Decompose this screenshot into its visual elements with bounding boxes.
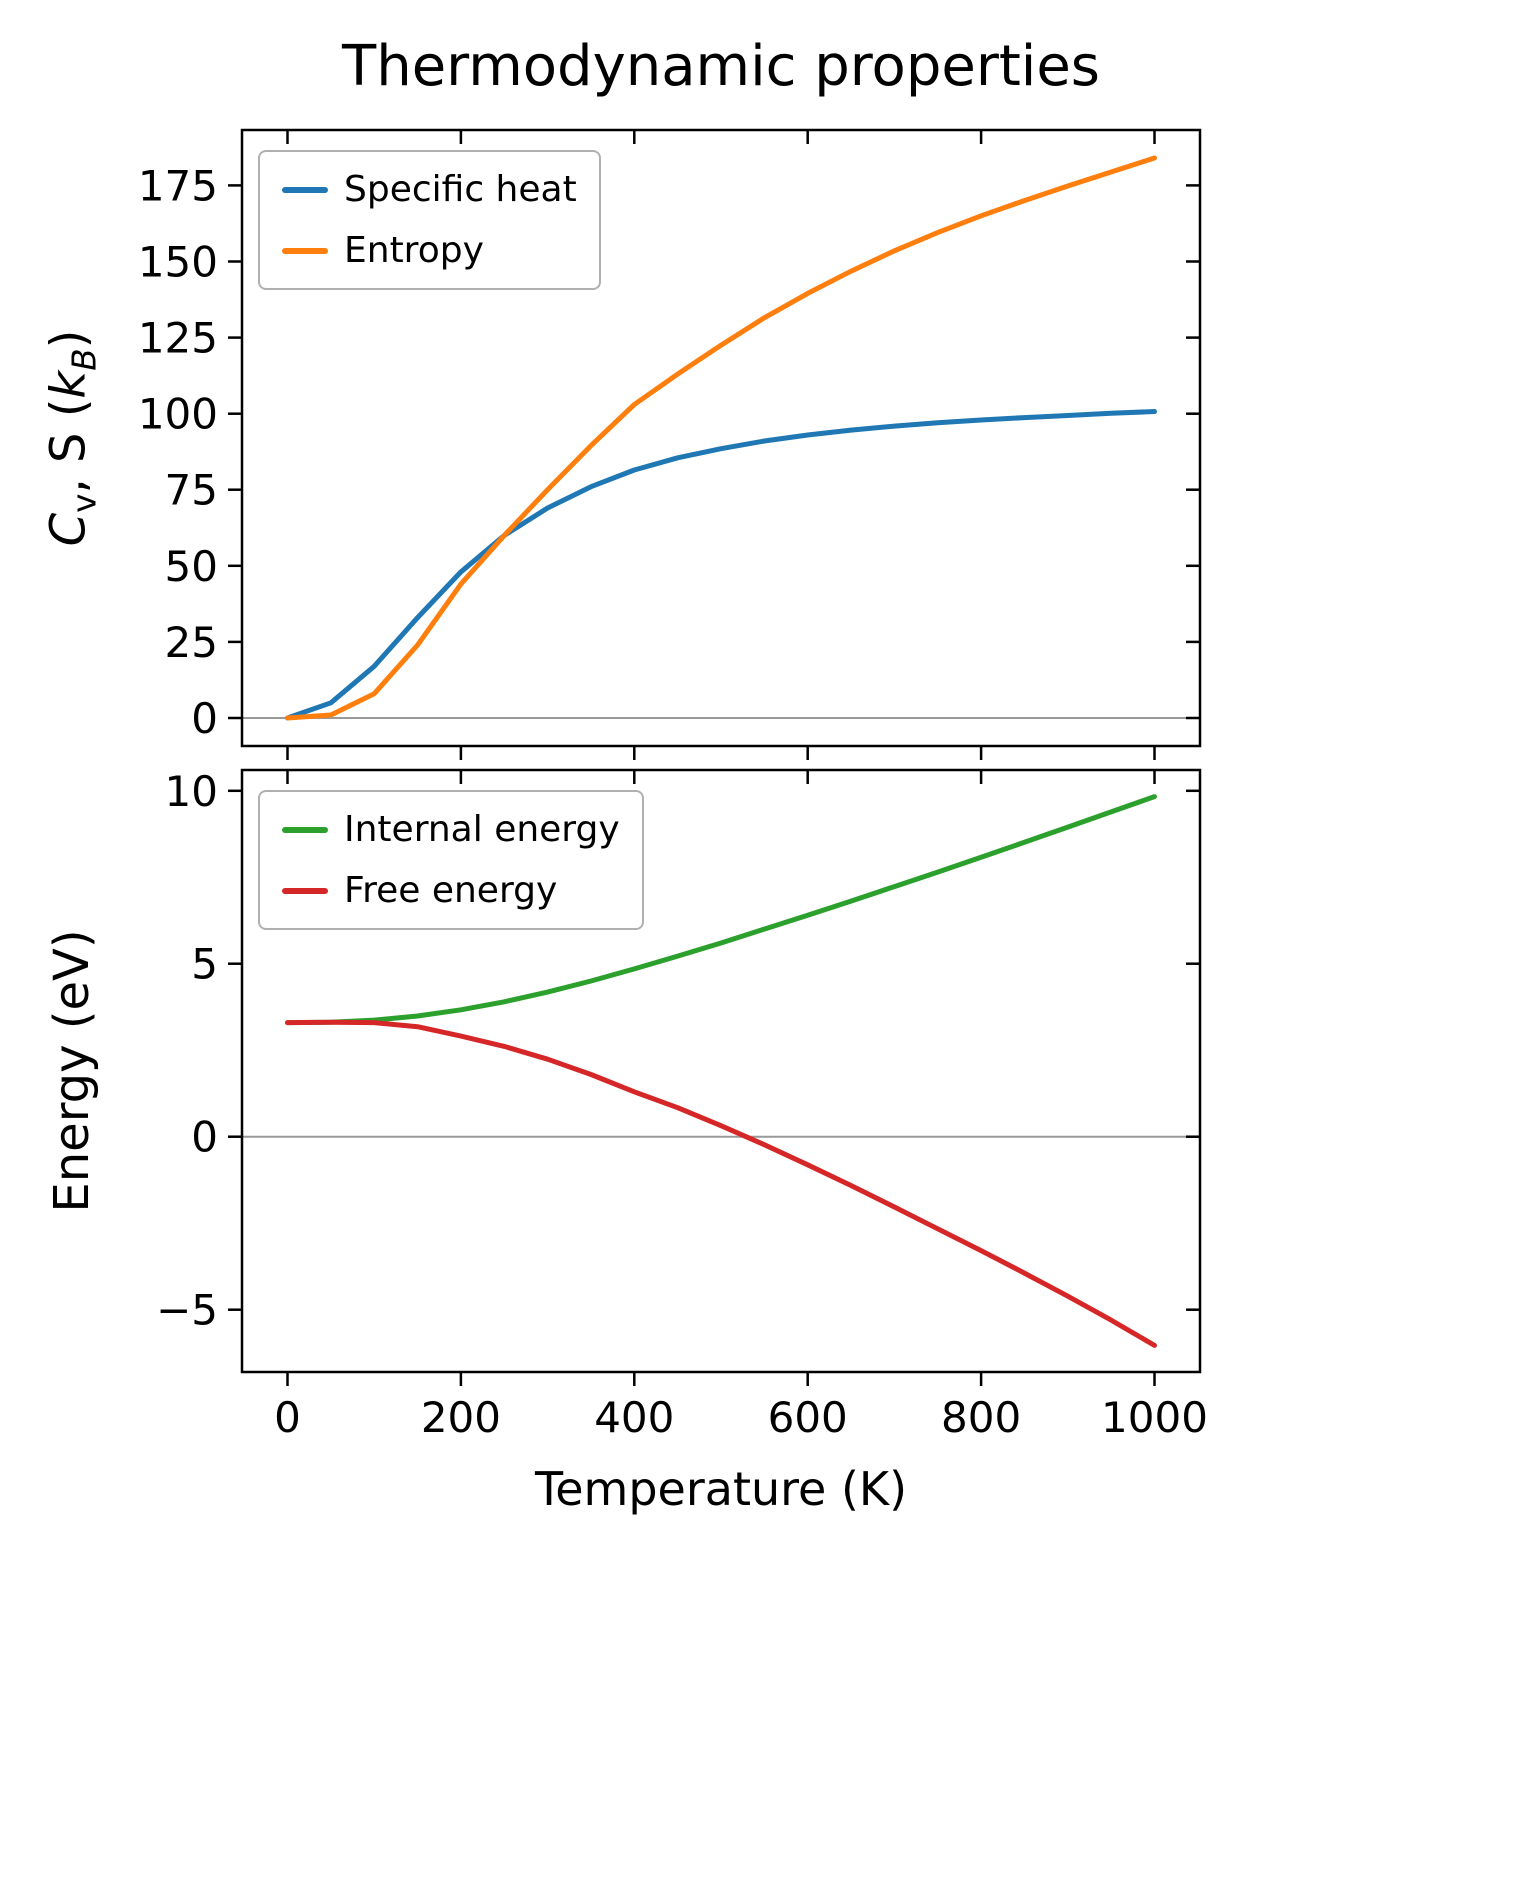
y-tick-label: 5 [191,940,218,989]
legend-item-specific-heat: Specific heat [282,167,577,212]
legend-swatch-free-energy [282,887,328,894]
legend-item-entropy: Entropy [282,228,577,273]
series-line-internal-energy [285,794,1157,1026]
x-tick-label: 0 [274,1393,301,1442]
x-tick-label: 600 [768,1393,848,1442]
x-tick-label: 400 [594,1393,674,1442]
bottom-plot-ylabel: Energy (eV) [44,929,100,1213]
y-tick-label: 25 [165,618,218,667]
y-tick-label: 10 [165,767,218,816]
legend-top-plot: Specific heat Entropy [258,150,601,290]
y-tick-label: 75 [165,466,218,515]
y-tick-label: 150 [138,238,218,287]
top-plot-ylabel: Cv, S (kB) [40,329,104,547]
x-tick-label: 800 [941,1393,1021,1442]
plot-border [240,128,1202,748]
series-line-entropy [285,155,1157,721]
y-tick-label: 0 [191,1113,218,1162]
series-line-specific-heat [285,409,1157,721]
y-tick-label: 125 [138,314,218,363]
x-tick-label: 200 [421,1393,501,1442]
y-tick-label: 0 [191,694,218,743]
legend-item-internal-energy: Internal energy [282,807,620,852]
legend-item-free-energy: Free energy [282,868,620,913]
y-tick-label: 50 [165,542,218,591]
legend-swatch-entropy [282,247,328,254]
y-tick-label: 100 [138,390,218,439]
legend-swatch-internal-energy [282,826,328,833]
x-tick-label: 1000 [1101,1393,1208,1442]
figure-title: Thermodynamic properties [342,34,1100,99]
legend-label-internal-energy: Internal energy [344,809,620,850]
plot-border [240,768,1202,1374]
legend-swatch-specific-heat [282,186,328,193]
legend-bottom-plot: Internal energy Free energy [258,790,644,930]
y-tick-label: 175 [138,161,218,210]
legend-label-free-energy: Free energy [344,870,558,911]
y-tick-label: −5 [156,1286,218,1335]
legend-label-specific-heat: Specific heat [344,169,577,210]
x-axis-label: Temperature (K) [534,1462,908,1516]
series-line-free-energy [285,1019,1157,1348]
legend-label-entropy: Entropy [344,230,484,271]
